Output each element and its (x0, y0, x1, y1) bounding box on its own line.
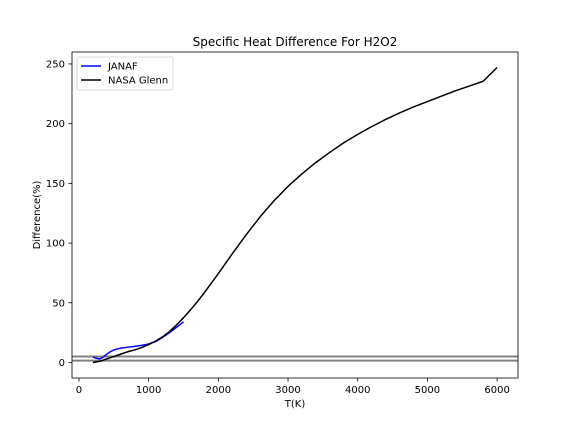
y-tick-label: 50 (52, 298, 65, 309)
series-line-nasa-glenn (92, 66, 498, 364)
x-axis-label: T(K) (284, 399, 306, 410)
plot-frame (71, 51, 519, 379)
reference-lines (72, 355, 518, 362)
x-axis: 0 1000 2000 3000 4000 5000 6000 (76, 378, 510, 396)
x-tick-label: 4000 (345, 385, 370, 396)
plot-area (72, 52, 518, 378)
x-tick-label: 6000 (484, 385, 509, 396)
x-tick-label: 3000 (275, 385, 300, 396)
y-tick-label: 150 (46, 179, 65, 190)
y-tick-label: 250 (46, 59, 65, 70)
x-tick-label: 0 (76, 385, 82, 396)
y-axis-label: Difference(%) (32, 180, 43, 249)
series-lines (92, 66, 498, 364)
y-tick-label: 200 (46, 119, 65, 130)
legend: JANAF NASA Glenn (76, 56, 174, 91)
y-axis: 0 50 100 150 200 250 (46, 59, 72, 369)
x-tick-label: 2000 (206, 385, 231, 396)
legend-label-janaf: JANAF (107, 62, 138, 73)
legend-label-nasa-glenn: NASA Glenn (108, 76, 168, 87)
x-tick-label: 1000 (136, 385, 161, 396)
x-tick-label: 5000 (415, 385, 440, 396)
y-tick-label: 0 (59, 358, 65, 369)
y-tick-label: 100 (46, 239, 65, 250)
chart-title: Specific Heat Difference For H2O2 (193, 35, 398, 49)
